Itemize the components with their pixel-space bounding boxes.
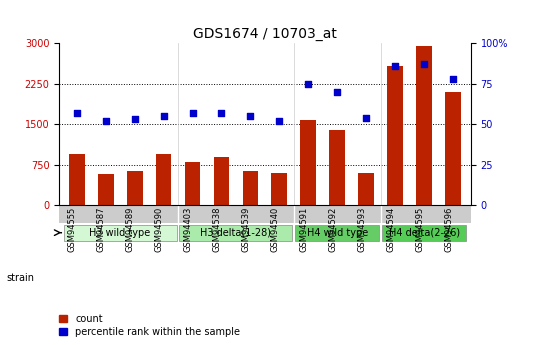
Bar	[126, 171, 143, 205]
FancyBboxPatch shape	[383, 225, 466, 240]
Text: H4 wild type: H4 wild type	[307, 228, 368, 238]
Text: GSM94540: GSM94540	[271, 206, 279, 252]
Text: GSM94596: GSM94596	[444, 206, 454, 252]
Text: GSM94590: GSM94590	[154, 206, 164, 252]
Text: GSM94403: GSM94403	[183, 206, 193, 252]
FancyBboxPatch shape	[180, 225, 293, 240]
Point	[275, 118, 284, 124]
Point	[217, 110, 226, 116]
Point	[101, 118, 110, 124]
Bar	[243, 171, 258, 205]
Title: GDS1674 / 10703_at: GDS1674 / 10703_at	[193, 27, 337, 41]
Text: H4 delta(2-26): H4 delta(2-26)	[389, 228, 460, 238]
Text: GSM94587: GSM94587	[96, 206, 105, 252]
Bar	[445, 92, 461, 205]
FancyBboxPatch shape	[59, 205, 471, 224]
Bar	[214, 157, 230, 205]
Point	[362, 115, 371, 120]
Bar	[416, 46, 433, 205]
Text: GSM94591: GSM94591	[300, 206, 308, 252]
Bar	[329, 130, 345, 205]
Text: GSM94595: GSM94595	[415, 206, 424, 252]
Text: GSM94538: GSM94538	[213, 206, 222, 252]
Point	[130, 117, 139, 122]
Point	[246, 114, 255, 119]
Point	[72, 110, 81, 116]
Point	[304, 81, 313, 87]
Text: H3 wild type: H3 wild type	[89, 228, 151, 238]
Point	[188, 110, 197, 116]
FancyBboxPatch shape	[295, 225, 379, 240]
Text: GSM94592: GSM94592	[328, 206, 337, 252]
Text: GSM94589: GSM94589	[125, 206, 134, 252]
Point	[449, 76, 458, 81]
Point	[420, 61, 429, 67]
Legend: count, percentile rank within the sample: count, percentile rank within the sample	[59, 314, 240, 337]
Text: H3 delta(1-28): H3 delta(1-28)	[201, 228, 272, 238]
FancyBboxPatch shape	[63, 225, 176, 240]
Bar	[358, 173, 374, 205]
Bar	[387, 66, 404, 205]
Bar	[97, 174, 114, 205]
Bar	[185, 162, 201, 205]
Text: GSM94594: GSM94594	[386, 206, 395, 252]
Bar	[272, 173, 287, 205]
Point	[159, 114, 168, 119]
Bar	[69, 154, 84, 205]
Text: GSM94555: GSM94555	[68, 206, 76, 252]
Text: strain: strain	[6, 273, 34, 283]
Bar	[300, 120, 316, 205]
Point	[391, 63, 400, 69]
Bar	[155, 154, 172, 205]
Point	[333, 89, 342, 95]
Text: GSM94539: GSM94539	[242, 206, 251, 252]
Text: GSM94593: GSM94593	[357, 206, 366, 252]
